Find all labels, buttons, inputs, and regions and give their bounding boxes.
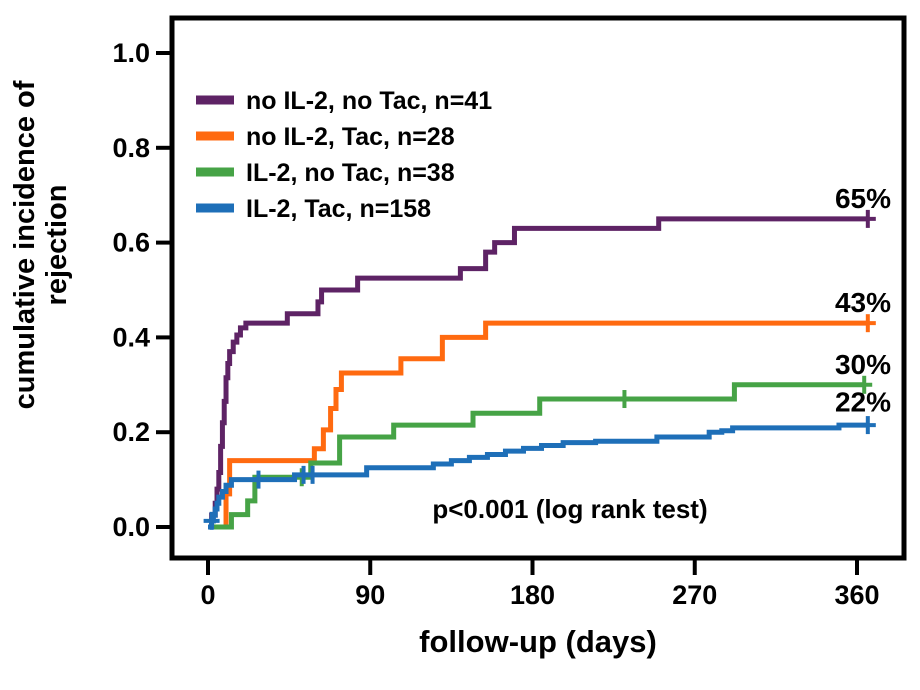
x-axis-tick-label: 180: [510, 580, 555, 610]
x-axis-tick-label: 360: [834, 580, 879, 610]
y-axis-tick-label: 1.0: [112, 38, 150, 68]
y-axis-tick-label: 0.4: [112, 322, 150, 352]
y-axis-tick-label: 0.2: [112, 417, 150, 447]
y-axis-tick-label: 0.6: [112, 228, 150, 258]
pvalue-annotation: p<0.001 (log rank test): [432, 494, 707, 524]
plot-frame: [169, 15, 907, 561]
y-axis-title-line2: rejection: [41, 185, 73, 306]
final-percent-label-3: 30%: [835, 349, 891, 380]
final-percent-label-1: 65%: [835, 183, 891, 214]
y-axis-title-line1: cumulative incidence of: [9, 80, 41, 409]
x-axis-tick-label: 90: [355, 580, 385, 610]
series-line-1: [208, 216, 868, 530]
x-axis-tick-label: 0: [200, 580, 215, 610]
legend-label-4: IL-2, Tac, n=158: [246, 195, 431, 223]
y-axis-tick-label: 0.0: [112, 512, 150, 542]
series-line-4: [208, 422, 868, 530]
final-percent-label-2: 43%: [835, 287, 891, 318]
legend-label-1: no IL-2, no Tac, n=41: [246, 87, 492, 115]
series-line-3: [208, 382, 865, 530]
y-axis-tick-label: 0.8: [112, 133, 150, 163]
legend-label-2: no IL-2, Tac, n=28: [246, 123, 455, 151]
final-percent-label-4: 22%: [835, 387, 891, 418]
x-axis-title: follow-up (days): [419, 624, 657, 659]
x-axis-tick-label: 270: [672, 580, 717, 610]
legend-label-3: IL-2, no Tac, n=38: [246, 159, 455, 187]
